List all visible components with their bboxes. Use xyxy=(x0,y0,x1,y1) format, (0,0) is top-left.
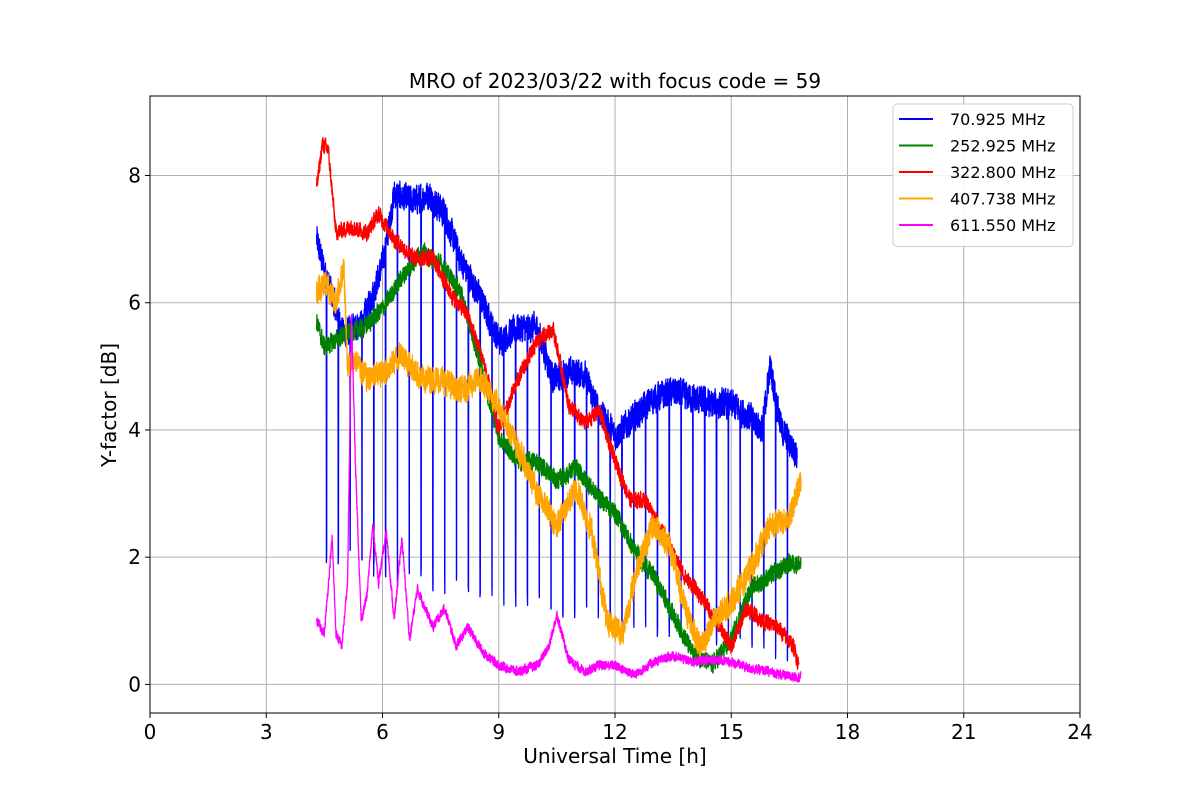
series-layer xyxy=(315,136,802,683)
series-line xyxy=(315,180,798,662)
series-line xyxy=(315,242,802,674)
x-tick-label: 15 xyxy=(719,720,744,744)
legend-label: 70.925 MHz xyxy=(950,110,1045,129)
legend-label: 252.925 MHz xyxy=(950,137,1055,156)
y-tick-label: 6 xyxy=(128,291,141,315)
legend: 70.925 MHz 252.925 MHz 322.800 MHz 407.738 … xyxy=(892,103,1074,247)
x-tick-label: 3 xyxy=(260,720,273,744)
legend-label: 322.800 MHz xyxy=(950,163,1055,182)
series-line xyxy=(315,258,802,660)
y-tick-label: 8 xyxy=(128,164,141,188)
legend-label: 407.738 MHz xyxy=(950,190,1055,209)
legend-box xyxy=(892,103,1074,247)
x-tick-label: 9 xyxy=(492,720,505,744)
x-tick-label: 18 xyxy=(835,720,860,744)
x-tick-label: 21 xyxy=(951,720,976,744)
series-line xyxy=(315,313,802,683)
x-tick-label: 12 xyxy=(602,720,627,744)
y-tick-label: 4 xyxy=(128,418,141,442)
x-tick-label: 0 xyxy=(144,720,157,744)
x-axis-label: Universal Time [h] xyxy=(523,744,706,768)
y-tick-label: 0 xyxy=(128,672,141,696)
x-axis: 0 3 6 9 12 15 18 21 24 xyxy=(144,713,1093,744)
y-axis: 0 2 4 6 8 xyxy=(128,164,150,696)
y-tick-label: 2 xyxy=(128,545,141,569)
x-tick-label: 6 xyxy=(376,720,389,744)
x-tick-label: 24 xyxy=(1067,720,1092,744)
y-axis-label: Y-factor [dB] xyxy=(97,343,121,468)
chart-title: MRO of 2023/03/22 with focus code = 59 xyxy=(409,69,821,93)
legend-label: 611.550 MHz xyxy=(950,216,1055,235)
